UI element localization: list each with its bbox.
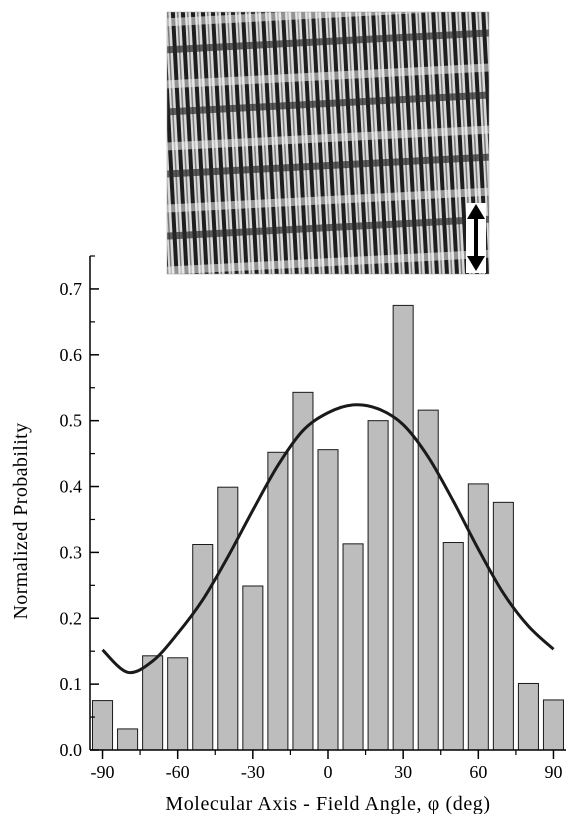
x-axis-label: Molecular Axis - Field Angle, φ (deg) bbox=[165, 793, 490, 814]
plot-area: 0.0 0.1 0.2 0.3 0.4 0.5 0.6 0.7 -90 -60 -30 0 30 60 9… bbox=[60, 255, 566, 782]
micrograph-image bbox=[166, 11, 490, 275]
x-tick-label: -60 bbox=[166, 762, 190, 782]
y-tick-label: 0.7 bbox=[60, 279, 83, 299]
x-tick-label: -30 bbox=[241, 762, 265, 782]
bars bbox=[92, 304, 564, 751]
bar bbox=[367, 420, 389, 751]
y-tick-label: 0.6 bbox=[60, 345, 83, 365]
y-tick-label: 0.1 bbox=[60, 674, 83, 694]
bar bbox=[417, 409, 439, 751]
y-tick-label: 0.5 bbox=[60, 411, 83, 431]
x-tick-label: -90 bbox=[91, 762, 115, 782]
bar bbox=[267, 451, 289, 751]
double-arrow-icon bbox=[466, 203, 486, 273]
y-ticks: 0.0 0.1 0.2 0.3 0.4 0.5 0.6 0.7 bbox=[60, 255, 99, 760]
y-axis-label: Normalized Probability bbox=[10, 422, 32, 619]
bar bbox=[167, 657, 189, 751]
x-tick-label: 0 bbox=[324, 762, 333, 782]
x-tick-label: 90 bbox=[544, 762, 562, 782]
y-tick-label: 0.2 bbox=[60, 608, 83, 628]
bar bbox=[467, 483, 489, 751]
inset-micrograph bbox=[166, 11, 490, 275]
bar bbox=[492, 501, 514, 751]
x-tick-label: 30 bbox=[394, 762, 412, 782]
bar bbox=[442, 542, 464, 751]
y-tick-label: 0.4 bbox=[60, 477, 83, 497]
y-tick-label: 0.0 bbox=[60, 740, 83, 760]
x-tick-label: 60 bbox=[469, 762, 487, 782]
y-tick-label: 0.3 bbox=[60, 542, 83, 562]
bar bbox=[342, 543, 364, 751]
bar bbox=[392, 304, 414, 751]
bar bbox=[92, 700, 114, 751]
bar bbox=[217, 486, 239, 751]
bar bbox=[317, 449, 339, 751]
fit-curve bbox=[101, 403, 555, 675]
bar bbox=[192, 544, 214, 751]
bar bbox=[517, 682, 539, 751]
bar bbox=[292, 391, 314, 751]
bar bbox=[542, 699, 564, 751]
bar bbox=[142, 655, 164, 751]
x-ticks: -90 -60 -30 0 30 60 90 bbox=[91, 750, 562, 782]
bar bbox=[242, 585, 264, 751]
bar bbox=[117, 728, 139, 751]
